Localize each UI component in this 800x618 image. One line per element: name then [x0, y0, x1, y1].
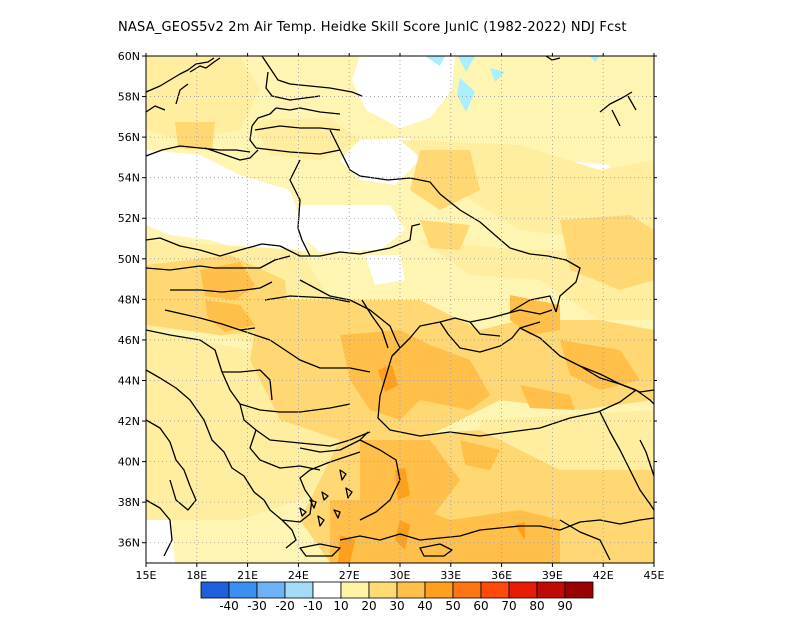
- latitude-labels: 36N 38N 40N 42N 44N 46N 48N 50N 52N 54N 56N 58N 60N: [118, 50, 140, 550]
- colorbar-swatch: [228, 581, 258, 599]
- colorbar-label: -20: [275, 599, 295, 613]
- colorbar-label: 60: [473, 599, 488, 613]
- colorbar-label: 70: [501, 599, 516, 613]
- colorbar-swatch: [452, 581, 482, 599]
- longitude-labels: 15E 18E 21E 24E 27E 30E 33E 36E 39E 42E 45E: [136, 569, 665, 582]
- skill-score-field: [146, 56, 654, 563]
- colorbar-label: 50: [445, 599, 460, 613]
- colorbar-swatch: [312, 581, 342, 599]
- lon-label: 24E: [288, 569, 309, 582]
- lon-label: 39E: [542, 569, 563, 582]
- colorbar-labels: -40 -30 -20 -10 10 20 30 40 50 60 70 80 90: [219, 599, 572, 613]
- lon-label: 18E: [186, 569, 207, 582]
- lat-label: 46N: [118, 334, 140, 347]
- lat-lon-grid: [146, 56, 654, 563]
- lat-label: 50N: [118, 253, 140, 266]
- colorbar-swatch: [256, 581, 286, 599]
- lat-label: 54N: [118, 172, 140, 185]
- negative-skill-areas: [425, 56, 600, 112]
- lat-label: 38N: [118, 496, 140, 509]
- lon-label: 36E: [491, 569, 512, 582]
- skill-30-40-areas: [200, 262, 640, 563]
- lon-label: 27E: [339, 569, 360, 582]
- colorbar-swatch: [508, 581, 538, 599]
- lon-label: 21E: [237, 569, 258, 582]
- country-borders-and-coastlines: [146, 56, 654, 561]
- colorbar-swatch: [564, 581, 594, 599]
- lat-label: 56N: [118, 131, 140, 144]
- colorbar: [200, 581, 594, 599]
- lat-label: 40N: [118, 456, 140, 469]
- colorbar-label: 10: [333, 599, 348, 613]
- colorbar-swatch: [284, 581, 314, 599]
- colorbar-label: 30: [389, 599, 404, 613]
- lat-label: 42N: [118, 415, 140, 428]
- lon-label: 42E: [593, 569, 614, 582]
- map-title: NASA_GEOS5v2 2m Air Temp. Heidke Skill S…: [118, 20, 627, 35]
- lat-label: 44N: [118, 374, 140, 387]
- lat-label: 48N: [118, 293, 140, 306]
- colorbar-label: 40: [417, 599, 432, 613]
- colorbar-label: -40: [219, 599, 239, 613]
- colorbar-swatch: [536, 581, 566, 599]
- colorbar-swatch: [200, 581, 230, 599]
- colorbar-label: 20: [361, 599, 376, 613]
- colorbar-label: -10: [303, 599, 323, 613]
- axis-ticks: [142, 53, 657, 567]
- lon-label: 45E: [644, 569, 665, 582]
- lon-label: 15E: [136, 569, 157, 582]
- lat-label: 36N: [118, 537, 140, 550]
- lat-label: 60N: [118, 50, 140, 63]
- colorbar-swatch: [424, 581, 454, 599]
- colorbar-swatch: [480, 581, 510, 599]
- lon-label: 30E: [390, 569, 411, 582]
- lat-label: 58N: [118, 91, 140, 104]
- colorbar-label: 90: [557, 599, 572, 613]
- colorbar-label: 80: [529, 599, 544, 613]
- colorbar-swatch: [368, 581, 398, 599]
- lon-label: 33E: [440, 569, 461, 582]
- colorbar-label: -30: [247, 599, 267, 613]
- colorbar-swatch: [396, 581, 426, 599]
- colorbar-swatch: [340, 581, 370, 599]
- lat-label: 52N: [118, 212, 140, 225]
